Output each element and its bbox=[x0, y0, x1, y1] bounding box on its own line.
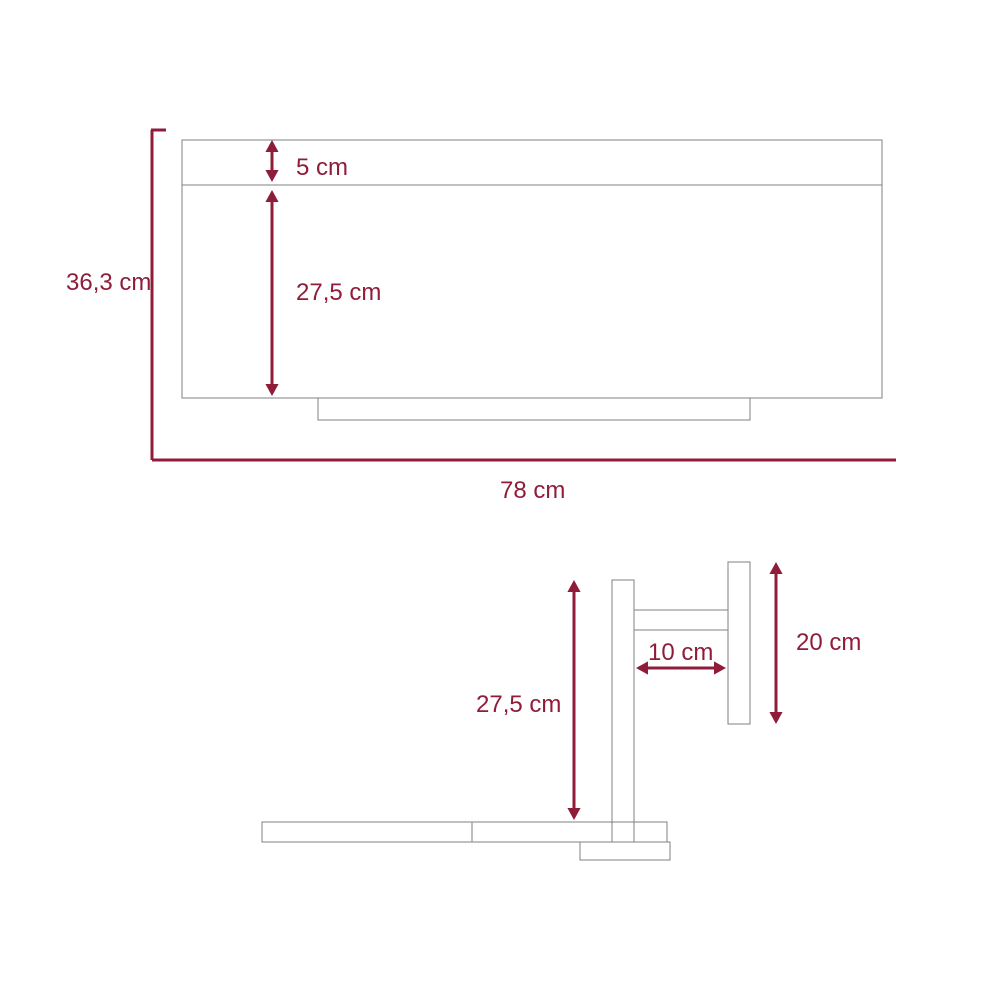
arrowhead bbox=[265, 190, 278, 202]
side-vertical-bar bbox=[612, 580, 634, 842]
front-outer-rect bbox=[182, 140, 882, 398]
arrowhead bbox=[769, 562, 782, 574]
side-shelf-right bbox=[472, 822, 667, 842]
side-shelf-left bbox=[262, 822, 472, 842]
arrowhead bbox=[265, 170, 278, 182]
side-horizontal-bar bbox=[634, 610, 728, 630]
arrowhead bbox=[714, 661, 726, 674]
label-78cm: 78 cm bbox=[500, 477, 565, 504]
arrowhead bbox=[265, 140, 278, 152]
arrowhead bbox=[567, 580, 580, 592]
dimension-diagram: 5 cm 27,5 cm 36,3 cm 78 cm 27,5 cm 10 cm 20 cm bbox=[0, 0, 1000, 1000]
side-back-plate bbox=[728, 562, 750, 724]
arrowhead bbox=[265, 384, 278, 396]
arrowhead bbox=[636, 661, 648, 674]
front-base-rect bbox=[318, 398, 750, 420]
arrowhead bbox=[769, 712, 782, 724]
label-27-5cm-front: 27,5 cm bbox=[296, 279, 381, 306]
label-20cm: 20 cm bbox=[796, 629, 861, 656]
arrowhead bbox=[567, 808, 580, 820]
label-27-5cm-side: 27,5 cm bbox=[476, 691, 561, 718]
label-36-3cm: 36,3 cm bbox=[66, 269, 151, 296]
side-foot bbox=[580, 842, 670, 860]
label-5cm: 5 cm bbox=[296, 154, 348, 181]
label-10cm: 10 cm bbox=[648, 639, 713, 666]
